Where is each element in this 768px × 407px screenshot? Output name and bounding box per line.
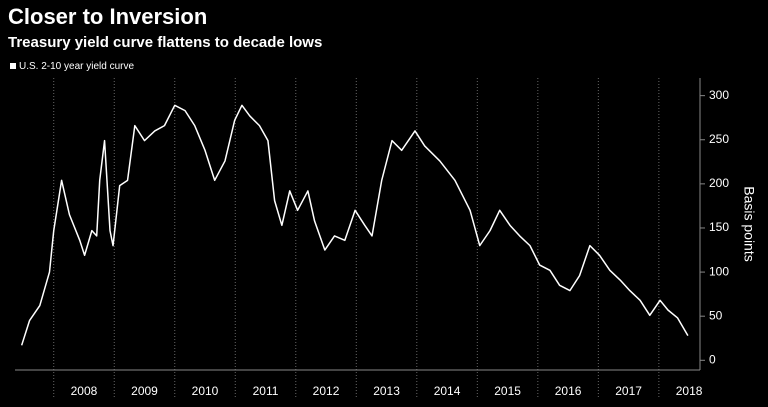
x-tick-label: 2016 xyxy=(555,384,582,398)
data-line xyxy=(20,104,689,346)
x-tick-label: 2017 xyxy=(615,384,642,398)
x-tick-label: 2009 xyxy=(131,384,158,398)
x-tick-label: 2011 xyxy=(253,384,279,398)
y-tick-label: 200 xyxy=(709,176,729,190)
chart-subtitle: Treasury yield curve flattens to decade … xyxy=(8,34,322,51)
x-tick-label: 2014 xyxy=(434,384,461,398)
y-tick-label: 150 xyxy=(709,220,729,234)
y-tick-label: 100 xyxy=(709,264,729,278)
y-tick-label: 250 xyxy=(709,132,729,146)
legend-swatch xyxy=(10,63,16,69)
y-tick-label: 0 xyxy=(709,352,716,366)
x-tick-label: 2008 xyxy=(71,384,98,398)
y-axis-label: Basis points xyxy=(741,186,757,261)
x-tick-label: 2010 xyxy=(192,384,219,398)
x-tick-label: 2013 xyxy=(373,384,400,398)
x-tick-label: 2012 xyxy=(313,384,340,398)
x-tick-label: 2018 xyxy=(676,384,703,398)
chart-title: Closer to Inversion xyxy=(8,4,207,29)
y-tick-label: 50 xyxy=(709,308,723,322)
legend-label: U.S. 2-10 year yield curve xyxy=(19,61,134,72)
y-tick-label: 300 xyxy=(709,88,729,102)
x-tick-label: 2015 xyxy=(494,384,521,398)
